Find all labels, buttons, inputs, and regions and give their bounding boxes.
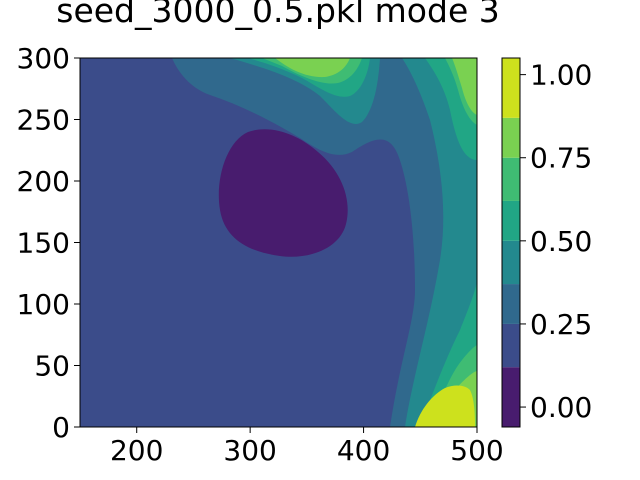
- colorbar-axis: 0.00 0.25 0.50 0.75 1.00: [520, 59, 592, 424]
- y-tick-label: 50: [34, 350, 70, 383]
- colorbar-segment: [502, 284, 520, 324]
- y-tick-label: 300: [17, 42, 70, 75]
- colorbar-segment: [502, 157, 520, 201]
- colorbar-segment: [502, 117, 520, 158]
- plot-area: [80, 58, 477, 427]
- contour-band-min: [218, 129, 348, 257]
- y-tick-label: 150: [17, 227, 70, 260]
- x-tick-label: 300: [223, 434, 276, 467]
- y-tick-label: 200: [17, 165, 70, 198]
- colorbar-tick-label: 0.75: [530, 142, 592, 175]
- colorbar-segment: [502, 367, 520, 427]
- y-tick-label: 100: [17, 288, 70, 321]
- contour-band-0.50: [172, 58, 477, 427]
- colorbar: [502, 58, 520, 427]
- x-axis: 200 300 400 500: [110, 427, 504, 467]
- colorbar-tick-label: 1.00: [530, 59, 592, 92]
- x-tick-label: 400: [337, 434, 390, 467]
- colorbar-segment: [502, 323, 520, 368]
- colorbar-tick-label: 0.50: [530, 225, 592, 258]
- colorbar-segment: [502, 200, 520, 241]
- y-tick-label: 250: [17, 104, 70, 137]
- colorbar-frame: [501, 57, 521, 428]
- colorbar-tick-label: 0.25: [530, 308, 592, 341]
- chart-title: seed_3000_0.5.pkl mode 3: [56, 0, 500, 30]
- colorbar-segment: [502, 240, 520, 285]
- x-tick-label: 500: [450, 434, 503, 467]
- colorbar-segment: [502, 58, 520, 118]
- colorbar-tick-label: 0.00: [530, 391, 592, 424]
- y-tick-label: 0: [52, 411, 70, 444]
- contour-band-max: [415, 385, 475, 427]
- y-axis: 0 50 100 150 200 250 300: [17, 42, 80, 444]
- x-tick-label: 200: [110, 434, 163, 467]
